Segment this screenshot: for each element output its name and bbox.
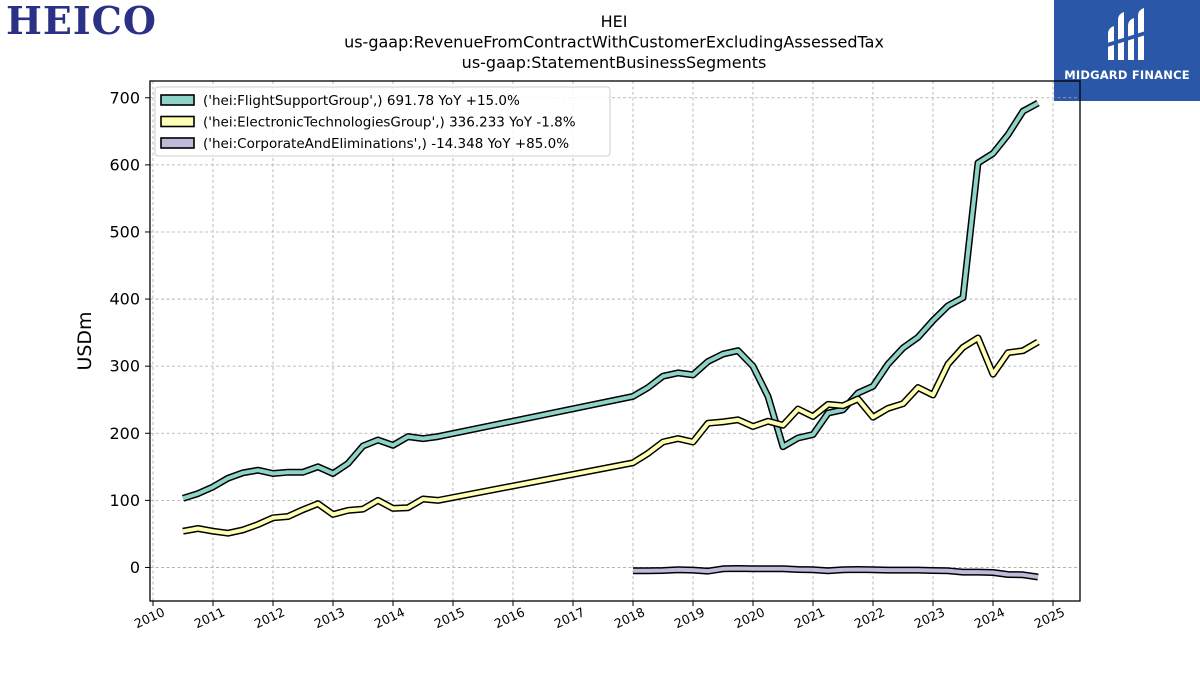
y-tick-label: 600 [109,155,140,174]
x-tick-label: 2010 [132,604,167,631]
midgard-logo-text: MIDGARD FINANCE [1064,68,1190,82]
y-axis-ticks: 0 100 200 300 400 500 600 700 [109,88,150,577]
series-1 [181,100,1040,502]
chart-grid [150,81,1080,601]
y-axis-label: USDm [74,311,96,370]
legend-label-3: ('hei:CorporateAndEliminations',) -14.34… [203,136,569,152]
y-tick-label: 300 [109,357,140,376]
y-tick-label: 0 [130,558,140,577]
x-tick-label: 2023 [912,604,947,631]
heico-logo-text: HEICO [6,0,157,43]
midgard-emblem-icon [1104,8,1149,60]
heico-logo: HEICO [4,0,206,44]
series-line-outline-1 [181,100,1040,502]
chart-legend: ('hei:FlightSupportGroup',) 691.78 YoY +… [154,86,611,157]
legend-label-2: ('hei:ElectronicTechnologiesGroup',) 336… [203,115,576,131]
x-tick-label: 2013 [312,604,347,631]
x-tick-label: 2020 [732,604,767,631]
y-tick-label: 500 [109,222,140,241]
x-tick-label: 2025 [1032,604,1067,631]
series-3 [633,565,1039,581]
series-line-outline-2 [182,334,1040,537]
chart-title: HEI us-gaap:RevenueFromContractWithCustom… [344,12,884,72]
chart-series [181,100,1040,581]
x-tick-label: 2018 [612,604,647,631]
legend-swatch-3 [160,137,195,149]
x-tick-label: 2012 [252,604,287,631]
heico-logo-graphic: HEICO [6,0,157,43]
legend-label-1: ('hei:FlightSupportGroup',) 691.78 YoY +… [203,93,520,109]
y-tick-label: 400 [109,290,140,309]
x-tick-label: 2024 [972,604,1007,631]
x-tick-label: 2019 [672,604,707,631]
chart-title-line-3: us-gaap:StatementBusinessSegments [462,53,767,72]
x-tick-label: 2011 [192,604,227,631]
y-tick-label: 700 [109,88,140,107]
plot-area-frame [149,80,1081,602]
x-tick-label: 2017 [552,604,587,631]
x-tick-label: 2022 [852,604,887,631]
series-line-2 [182,336,1040,536]
x-tick-label: 2014 [372,604,407,631]
x-axis-ticks: 2010 2011 2012 2013 2014 2015 2016 2017 2018 2019… [132,601,1067,631]
y-tick-label: 100 [109,491,140,510]
chart-title-line-2: us-gaap:RevenueFromContractWithCustomerE… [344,33,884,52]
y-tick-label: 200 [109,424,140,443]
series-2 [182,334,1040,537]
x-tick-label: 2016 [492,604,527,631]
legend-swatch-2 [160,115,195,128]
x-tick-label: 2021 [792,604,827,631]
legend-box [154,86,611,157]
series-line-1 [182,101,1039,501]
chart-title-line-1: HEI [601,12,628,31]
legend-swatch-1 [160,94,195,106]
midgard-finance-logo: MIDGARD FINANCE [1054,0,1200,101]
x-tick-label: 2015 [432,604,467,631]
series-line-3 [633,566,1039,579]
